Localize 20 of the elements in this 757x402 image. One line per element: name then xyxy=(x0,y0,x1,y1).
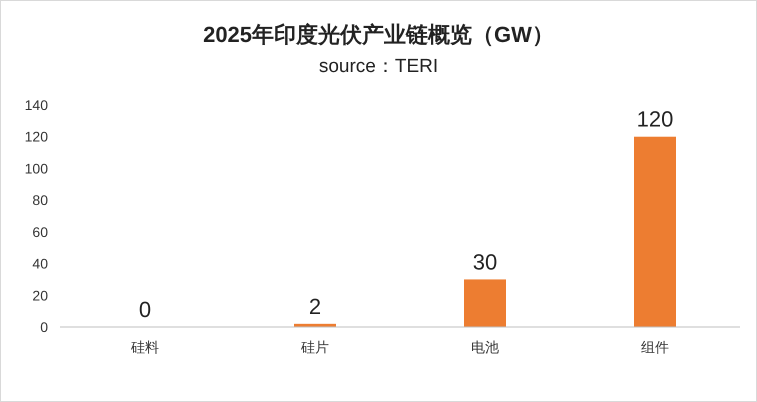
x-tick-label: 组件 xyxy=(641,339,669,355)
x-tick-label: 硅片 xyxy=(300,339,329,355)
y-tick-label: 80 xyxy=(32,192,48,208)
data-label: 0 xyxy=(138,297,152,322)
y-tick-label: 100 xyxy=(24,160,48,176)
data-label: 2 xyxy=(308,294,322,319)
x-tick-label: 硅料 xyxy=(130,339,159,355)
x-tick-label: 电池 xyxy=(471,339,499,355)
y-tick-label: 120 xyxy=(24,128,48,145)
chart-title: 2025年印度光伏产业链概览（GW） xyxy=(203,22,554,47)
y-tick-label: 20 xyxy=(32,287,48,304)
chart-subtitle: source：TERI xyxy=(318,56,438,77)
bar xyxy=(634,136,676,327)
y-tick-label: 60 xyxy=(32,224,48,240)
y-tick-label: 0 xyxy=(40,319,48,335)
y-tick-label: 140 xyxy=(24,97,48,113)
bar xyxy=(464,279,506,327)
data-label: 30 xyxy=(472,249,498,274)
y-tick-label: 40 xyxy=(32,256,48,272)
data-label: 120 xyxy=(636,106,674,132)
